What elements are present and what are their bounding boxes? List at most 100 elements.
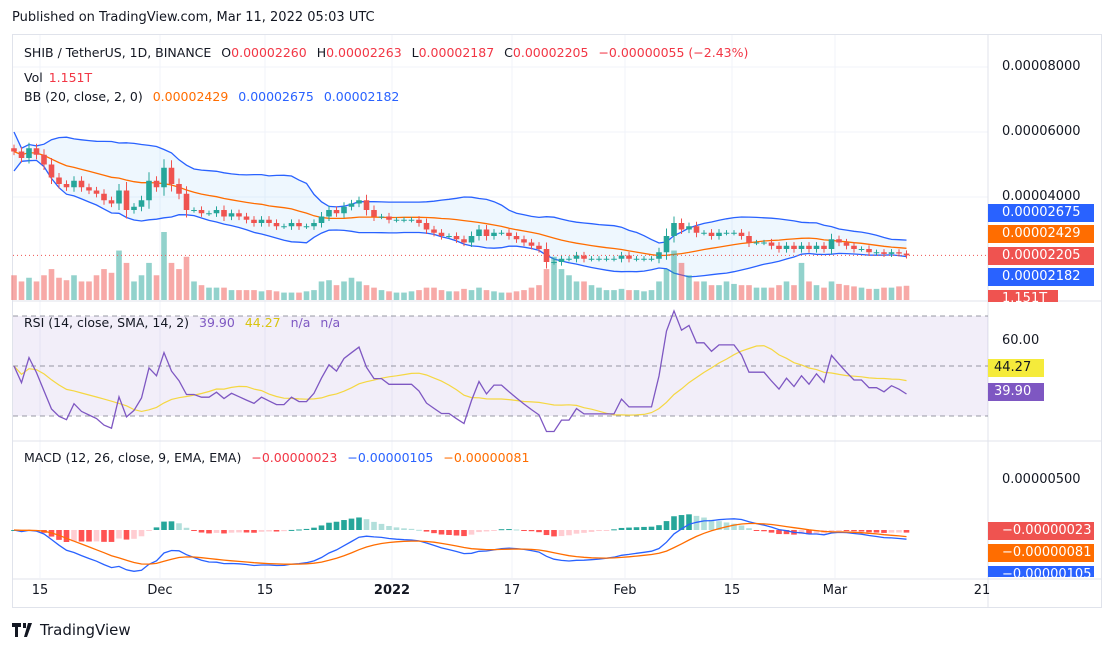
candle-body	[836, 239, 842, 243]
candle-body	[296, 223, 302, 227]
macd-histogram-bar	[581, 530, 587, 533]
candle-body	[701, 232, 707, 234]
rsi-tick: 60.00	[1002, 333, 1040, 348]
candle-body	[573, 255, 580, 259]
macd-signal-line	[13, 522, 907, 565]
macd-histogram-bar	[903, 530, 910, 533]
macd-histogram-bar	[221, 530, 227, 534]
macd-histogram-bar	[491, 530, 497, 531]
candle-body	[266, 219, 272, 223]
macd-histogram-bar	[476, 530, 482, 533]
macd-label[interactable]: MACD (12, 26, close, 9, EMA, EMA)	[24, 450, 242, 465]
macd-histogram-bar	[71, 530, 77, 542]
macd-histogram-bar	[161, 521, 167, 530]
volume-bar	[588, 285, 595, 300]
volume-bar	[843, 285, 850, 300]
bb-upper-tag: 0.00002675	[988, 204, 1094, 222]
volume-bar	[168, 262, 175, 300]
candle-body	[558, 258, 565, 262]
candle-body	[176, 184, 182, 194]
macd-histogram-bar	[753, 530, 760, 531]
macd-histogram-bar	[153, 527, 160, 530]
macd-histogram-bar	[686, 514, 692, 530]
volume-bar	[678, 262, 685, 300]
candle-body	[168, 167, 175, 184]
volume-bar	[258, 291, 265, 300]
volume-bar	[243, 290, 250, 300]
high-value: 0.00002263	[326, 45, 402, 60]
volume-bar	[603, 290, 610, 300]
macd-histogram-bar	[506, 529, 512, 531]
time-tick: 15	[723, 583, 741, 598]
volume-bar	[348, 277, 355, 300]
tradingview-logo-icon	[12, 623, 32, 637]
open-label: O	[221, 45, 232, 60]
candle-body	[311, 223, 317, 227]
candle-body	[221, 210, 227, 217]
candle-body	[468, 236, 475, 243]
macd-histogram-bar	[341, 520, 347, 530]
candle-body	[596, 258, 602, 260]
time-tick: 15	[31, 583, 49, 598]
macd-histogram-bar	[446, 530, 452, 535]
volume-bar	[146, 262, 152, 300]
volume-bar	[326, 280, 332, 300]
open-value: 0.00002260	[231, 45, 307, 60]
macd-histogram-bar	[648, 526, 655, 530]
macd-signal-value: −0.00000081	[443, 450, 530, 465]
candle-body	[446, 236, 452, 237]
candle-body	[723, 232, 730, 234]
symbol-title[interactable]: SHIB / TetherUS, 1D, BINANCE	[24, 45, 212, 60]
volume-bar	[63, 280, 70, 300]
volume-bar	[866, 288, 872, 300]
candle-body	[326, 210, 332, 217]
volume-value: 1.151T	[48, 70, 93, 85]
macd-histogram-bar	[288, 529, 295, 531]
candle-body	[828, 239, 835, 249]
macd-hist-tag: −0.00000023	[988, 522, 1094, 540]
candle-body	[536, 245, 542, 249]
candle-body	[408, 219, 415, 221]
volume-bar	[806, 281, 812, 300]
volume-bar	[791, 285, 797, 300]
ohlc-open: O0.00002260	[221, 45, 306, 60]
volume-legend: Vol 1.151T	[24, 70, 98, 85]
volume-bar	[206, 287, 212, 300]
volume-bar	[558, 269, 565, 300]
candle-body	[648, 258, 655, 260]
volume-bar	[101, 269, 107, 300]
macd-histogram-bar	[243, 530, 250, 533]
macd-tick: 0.00000500	[1002, 472, 1081, 487]
rsi-label[interactable]: RSI (14, close, SMA, 14, 2)	[24, 315, 190, 330]
candle-body	[521, 239, 527, 243]
time-tick: 15	[256, 583, 274, 598]
candle-body	[393, 219, 400, 221]
macd-histogram-bar	[888, 530, 895, 533]
candle-body	[776, 245, 782, 249]
macd-histogram-bar	[146, 530, 152, 531]
volume-label[interactable]: Vol	[24, 70, 43, 85]
volume-bar	[798, 262, 805, 300]
bb-fill	[14, 132, 907, 277]
macd-histogram-bar	[551, 530, 557, 537]
candle-body	[603, 258, 610, 260]
macd-histogram-bar	[543, 530, 550, 536]
volume-bar	[438, 290, 445, 300]
volume-bar	[686, 275, 692, 300]
macd-histogram-bar	[63, 530, 70, 542]
volume-bar	[33, 281, 40, 300]
macd-histogram-bar	[866, 530, 872, 533]
time-tick: 2022	[373, 583, 411, 598]
tradingview-logo[interactable]: TradingView	[12, 621, 131, 639]
volume-bar	[311, 290, 317, 300]
macd-histogram-bar	[296, 529, 302, 531]
macd-histogram-bar	[671, 516, 677, 530]
candle-body	[78, 180, 85, 188]
volume-bar	[228, 290, 235, 300]
candle-body	[641, 258, 647, 260]
volume-bar	[491, 291, 497, 300]
candle-body	[843, 242, 850, 246]
bb-label[interactable]: BB (20, close, 2, 0)	[24, 89, 143, 104]
volume-bar	[716, 285, 722, 300]
